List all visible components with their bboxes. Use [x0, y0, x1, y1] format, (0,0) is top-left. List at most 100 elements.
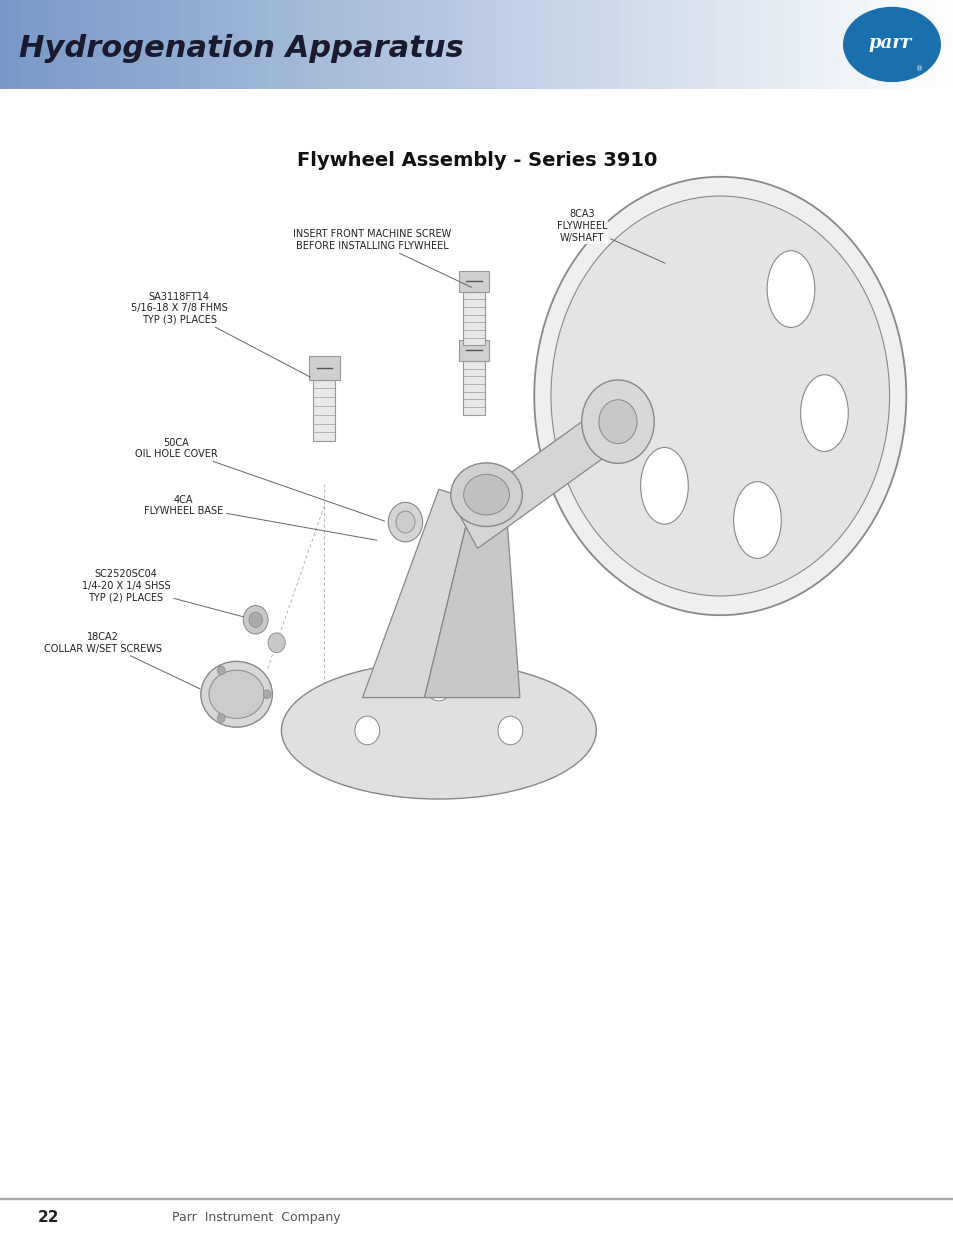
- Ellipse shape: [800, 374, 847, 452]
- Bar: [95, 0, 105, 89]
- Bar: [562, 0, 572, 89]
- Bar: [114, 0, 124, 89]
- Bar: [943, 0, 953, 89]
- Bar: [677, 0, 686, 89]
- Bar: [229, 0, 238, 89]
- Text: Flywheel Assembly - Series 3910: Flywheel Assembly - Series 3910: [296, 151, 657, 169]
- Bar: [467, 0, 476, 89]
- Bar: [639, 0, 648, 89]
- Ellipse shape: [200, 662, 273, 727]
- Bar: [915, 0, 924, 89]
- Bar: [162, 0, 172, 89]
- Bar: [934, 0, 943, 89]
- Bar: [267, 0, 276, 89]
- Circle shape: [400, 508, 419, 530]
- Bar: [181, 0, 191, 89]
- Bar: [29, 0, 38, 89]
- Bar: [839, 0, 848, 89]
- Bar: [896, 0, 905, 89]
- Bar: [191, 0, 200, 89]
- Bar: [238, 0, 248, 89]
- Ellipse shape: [551, 196, 888, 597]
- Bar: [143, 0, 152, 89]
- FancyBboxPatch shape: [458, 340, 489, 361]
- Text: ®: ®: [915, 67, 922, 73]
- Text: SA3118FT14
5/16-18 X 7/8 FHMS
TYP (3) PLACES: SA3118FT14 5/16-18 X 7/8 FHMS TYP (3) PL…: [131, 291, 310, 377]
- Bar: [505, 0, 515, 89]
- Bar: [305, 0, 314, 89]
- Bar: [133, 0, 143, 89]
- Bar: [476, 0, 486, 89]
- Text: 8CA3
FLYWHEEL
W/SHAFT: 8CA3 FLYWHEEL W/SHAFT: [557, 210, 664, 263]
- Bar: [10, 0, 19, 89]
- Text: 22: 22: [38, 1210, 60, 1225]
- Ellipse shape: [451, 463, 522, 526]
- Bar: [877, 0, 886, 89]
- Bar: [905, 0, 915, 89]
- Bar: [457, 0, 467, 89]
- Bar: [629, 0, 639, 89]
- Bar: [391, 0, 400, 89]
- FancyBboxPatch shape: [309, 356, 339, 379]
- Circle shape: [243, 605, 268, 634]
- Bar: [67, 0, 76, 89]
- Bar: [314, 0, 324, 89]
- Bar: [781, 0, 791, 89]
- Bar: [353, 0, 362, 89]
- Text: INSERT FRONT MACHINE SCREW
BEFORE INSTALLING FLYWHEEL: INSERT FRONT MACHINE SCREW BEFORE INSTAL…: [293, 230, 471, 288]
- Ellipse shape: [733, 482, 781, 558]
- Bar: [210, 0, 219, 89]
- Bar: [867, 0, 877, 89]
- Bar: [486, 0, 496, 89]
- Bar: [619, 0, 629, 89]
- FancyBboxPatch shape: [313, 379, 335, 441]
- Bar: [724, 0, 734, 89]
- FancyBboxPatch shape: [462, 291, 484, 346]
- Ellipse shape: [766, 251, 814, 327]
- FancyBboxPatch shape: [458, 270, 489, 291]
- Bar: [553, 0, 562, 89]
- Bar: [600, 0, 610, 89]
- Bar: [448, 0, 457, 89]
- Text: Hydrogenation Apparatus: Hydrogenation Apparatus: [19, 35, 463, 63]
- Bar: [801, 0, 810, 89]
- Bar: [86, 0, 95, 89]
- Bar: [658, 0, 667, 89]
- Circle shape: [263, 690, 271, 699]
- Ellipse shape: [534, 177, 905, 615]
- Bar: [295, 0, 305, 89]
- Circle shape: [217, 666, 225, 676]
- Polygon shape: [424, 500, 519, 698]
- Bar: [543, 0, 553, 89]
- Circle shape: [497, 716, 522, 745]
- Bar: [772, 0, 781, 89]
- Bar: [715, 0, 724, 89]
- Circle shape: [249, 613, 262, 627]
- Text: parr: parr: [867, 33, 910, 52]
- Bar: [362, 0, 372, 89]
- Bar: [438, 0, 448, 89]
- Bar: [429, 0, 438, 89]
- Bar: [924, 0, 934, 89]
- Bar: [667, 0, 677, 89]
- Circle shape: [388, 503, 422, 542]
- Bar: [57, 0, 67, 89]
- Bar: [200, 0, 210, 89]
- Bar: [610, 0, 619, 89]
- Bar: [496, 0, 505, 89]
- Ellipse shape: [281, 662, 596, 799]
- Ellipse shape: [842, 7, 940, 82]
- Bar: [410, 0, 419, 89]
- Circle shape: [598, 400, 637, 443]
- Bar: [810, 0, 820, 89]
- Bar: [572, 0, 581, 89]
- Bar: [581, 0, 591, 89]
- Bar: [248, 0, 257, 89]
- Circle shape: [217, 714, 225, 722]
- Ellipse shape: [463, 474, 509, 515]
- Bar: [257, 0, 267, 89]
- Circle shape: [355, 716, 379, 745]
- Bar: [124, 0, 133, 89]
- Circle shape: [395, 511, 415, 534]
- Bar: [152, 0, 162, 89]
